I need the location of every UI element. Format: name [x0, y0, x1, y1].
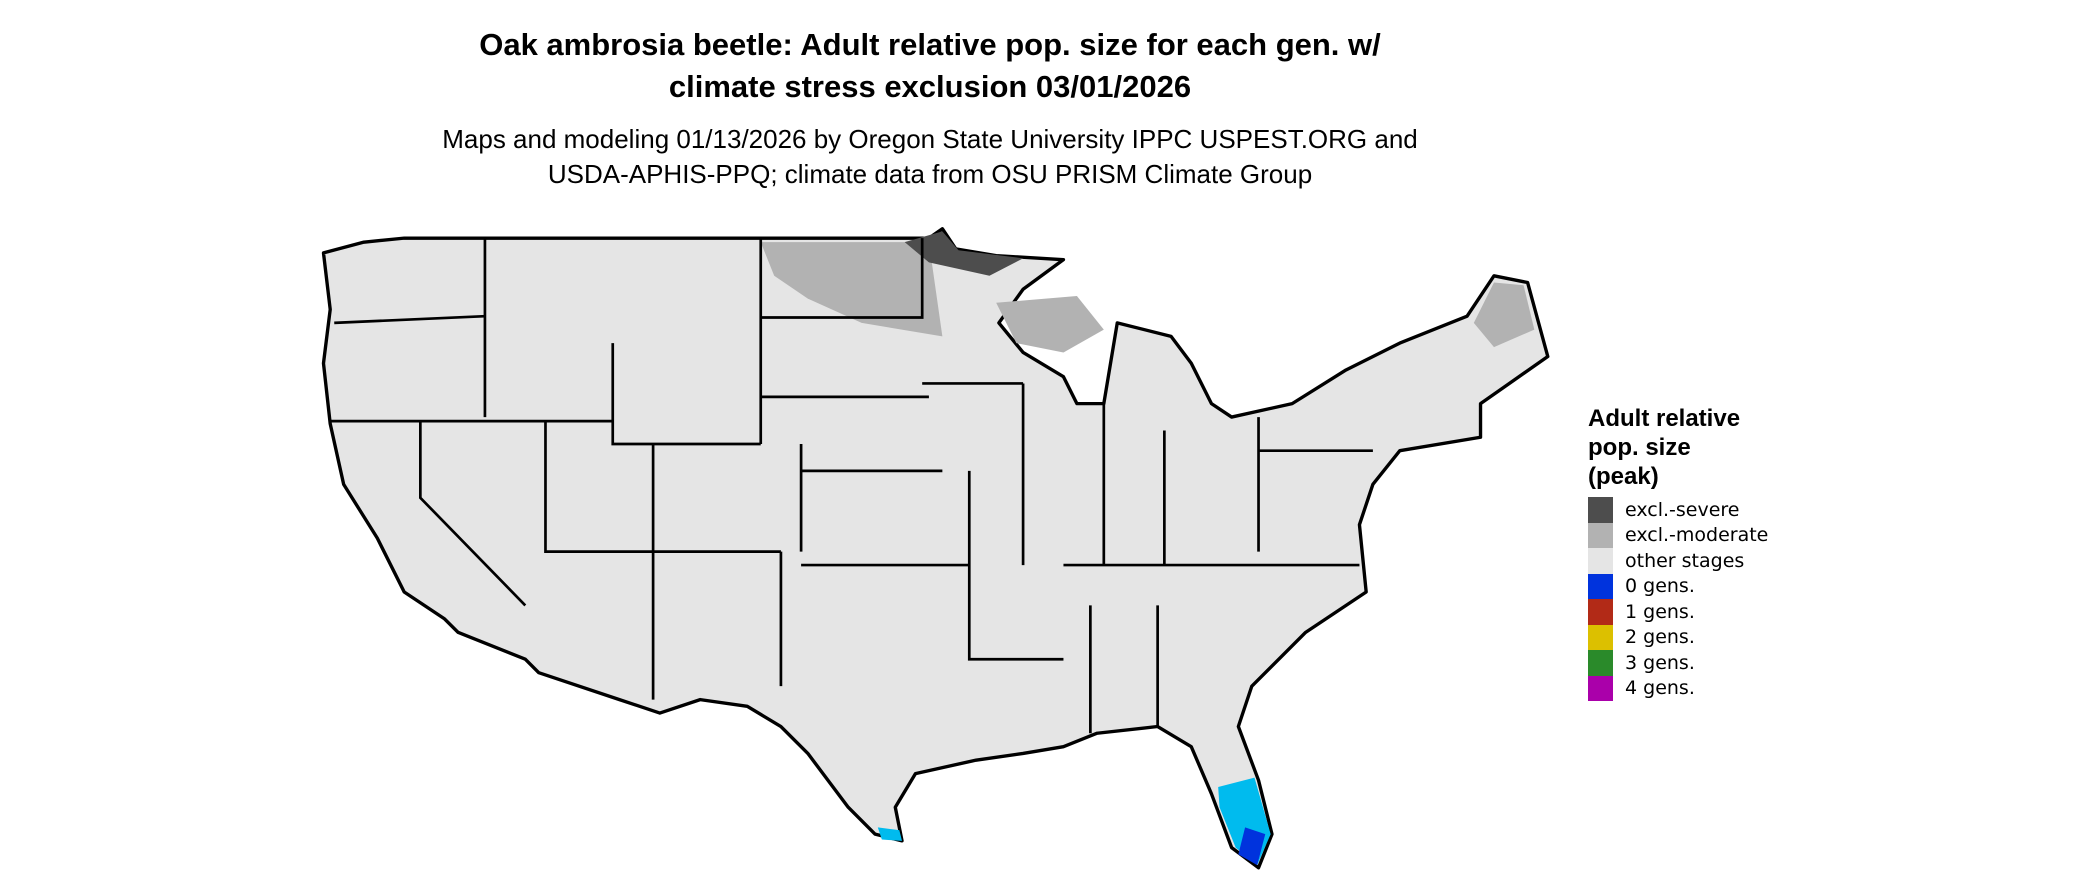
subtitle-line-1: Maps and modeling 01/13/2026 by Oregon S… [442, 124, 1418, 154]
legend-item: excl.-severe [1588, 497, 1768, 523]
legend-item: 3 gens. [1588, 650, 1768, 676]
excl-severe-area [904, 231, 1024, 276]
legend-item: other stages [1588, 548, 1768, 574]
legend-item: 2 gens. [1588, 624, 1768, 650]
legend-item: 1 gens. [1588, 599, 1768, 625]
legend-swatch [1588, 497, 1613, 523]
legend-label: 2 gens. [1625, 626, 1695, 649]
legend-label: 4 gens. [1625, 677, 1695, 700]
legend-swatch [1588, 650, 1613, 676]
legend-item: excl.-moderate [1588, 522, 1769, 548]
map-title: Oak ambrosia beetle: Adult relative pop.… [0, 24, 1860, 108]
legend: Adult relative pop. size (peak) excl.-se… [1588, 404, 1768, 701]
legend-swatch [1588, 522, 1613, 548]
legend-label: excl.-moderate [1625, 524, 1769, 547]
legend-label: 0 gens. [1625, 575, 1695, 598]
zero-gens-area-florida [1238, 827, 1266, 866]
excl-moderate-area-me [1473, 282, 1535, 348]
legend-swatch [1588, 599, 1613, 625]
legend-swatch [1588, 548, 1613, 574]
subtitle-line-2: USDA-APHIS-PPQ; climate data from OSU PR… [547, 159, 1313, 189]
excl-moderate-area-north [760, 242, 943, 337]
excl-moderate-area-wi [996, 295, 1104, 353]
gens-area-texas [877, 827, 903, 841]
legend-title: Adult relative pop. size (peak) [1588, 404, 1768, 491]
map-subtitle: Maps and modeling 01/13/2026 by Oregon S… [0, 122, 1860, 192]
legend-swatch [1588, 573, 1613, 599]
legend-item: 0 gens. [1588, 573, 1768, 599]
legend-swatch [1588, 675, 1613, 701]
legend-label: 3 gens. [1625, 651, 1695, 674]
legend-title-line-1: Adult relative [1588, 405, 1741, 432]
legend-label: other stages [1625, 549, 1745, 572]
us-land [321, 227, 1550, 870]
state-borders [330, 238, 1373, 734]
legend-item: 4 gens. [1588, 675, 1768, 701]
legend-label: excl.-severe [1625, 498, 1740, 521]
legend-title-line-3: (peak) [1588, 463, 1659, 490]
legend-title-line-2: pop. size [1588, 434, 1691, 461]
title-line-2: climate stress exclusion 03/01/2026 [668, 69, 1192, 104]
legend-swatch [1588, 624, 1613, 650]
title-line-1: Oak ambrosia beetle: Adult relative pop.… [479, 27, 1381, 62]
legend-label: 1 gens. [1625, 600, 1695, 623]
